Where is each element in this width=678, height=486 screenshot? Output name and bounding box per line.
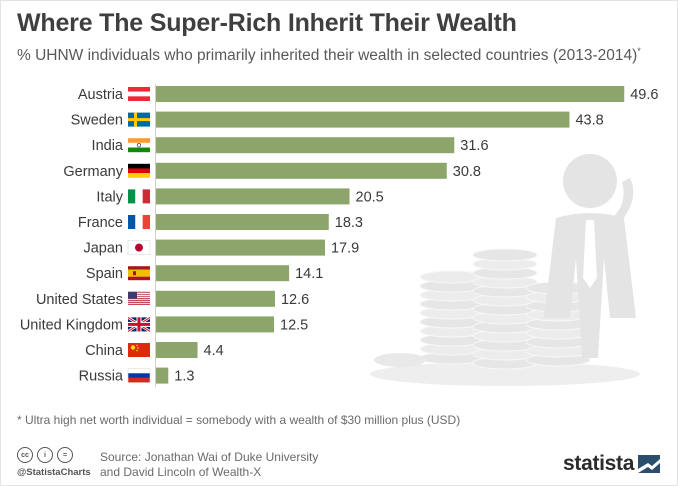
category-label: China: [85, 343, 124, 359]
russia-flag-icon: [127, 368, 151, 383]
china-flag-icon: [128, 343, 150, 357]
value-label: 18.3: [335, 215, 363, 231]
spain-flag-icon: [128, 266, 150, 281]
license-icons: cc i =: [17, 447, 73, 463]
category-label: Italy: [96, 189, 123, 205]
businessman-arm: [612, 178, 634, 223]
statista-logo-icon: [638, 455, 661, 473]
germany-flag-icon: [128, 163, 150, 178]
coin: [472, 248, 538, 262]
bar: [156, 162, 447, 179]
value-label: 30.8: [453, 164, 481, 180]
bar: [156, 342, 198, 358]
bar: [156, 137, 455, 154]
value-label: 31.6: [460, 138, 488, 154]
bar-chart: Austria 49.6 Sweden 43.8 India 31.6 Germany 30.…: [20, 84, 658, 388]
austria-flag-icon: [128, 87, 150, 101]
category-label: India: [92, 138, 124, 154]
value-label: 49.6: [630, 87, 658, 103]
bar: [156, 86, 625, 102]
bar: [156, 214, 329, 230]
value-label: 12.5: [280, 317, 308, 333]
france-flag-icon: [128, 215, 150, 229]
statista-logo[interactable]: statista: [563, 452, 661, 476]
category-label: Austria: [78, 87, 124, 103]
japan-flag-icon: [127, 240, 151, 255]
coin: [374, 353, 426, 367]
statista-charts-handle: @StatistaCharts: [17, 467, 91, 478]
value-label: 12.6: [281, 292, 309, 308]
chart-subtitle: % UHNW individuals who primarily inherit…: [17, 46, 641, 65]
value-label: 20.5: [356, 189, 384, 205]
category-label: Russia: [79, 369, 124, 385]
value-label: 43.8: [575, 113, 603, 129]
united-states-flag-icon: [128, 291, 150, 305]
bar: [156, 111, 570, 128]
footnote: * Ultra high net worth individual = some…: [17, 413, 461, 427]
businessman-head: [563, 154, 617, 208]
source-line-1: Source: Jonathan Wai of Duke University: [100, 450, 319, 464]
category-label: United States: [36, 292, 123, 308]
illustration-shadow: [370, 362, 640, 386]
category-label: Spain: [86, 266, 123, 282]
value-label: 14.1: [295, 266, 323, 282]
category-label: Japan: [83, 241, 123, 257]
creative-commons-icon: cc: [17, 447, 33, 463]
value-label: 17.9: [331, 241, 359, 257]
no-derivatives-icon: =: [57, 447, 73, 463]
sweden-flag-icon: [128, 112, 150, 127]
category-label: United Kingdom: [20, 317, 123, 333]
india-flag-icon: [128, 138, 150, 153]
subtitle-footnote-mark: *: [637, 46, 641, 56]
category-label: France: [78, 215, 123, 231]
subtitle-text: % UHNW individuals who primarily inherit…: [17, 47, 638, 65]
businessman-coins-illustration: [370, 154, 640, 386]
value-label: 1.3: [174, 369, 194, 385]
bar: [156, 290, 275, 307]
united-kingdom-flag-icon: [127, 316, 151, 333]
statista-logo-text: statista: [563, 452, 635, 475]
bar: [156, 188, 350, 205]
bar: [156, 316, 274, 333]
italy-flag-icon: [128, 189, 150, 204]
bars-group: Austria 49.6 Sweden 43.8 India 31.6 Germany 30.…: [20, 84, 658, 388]
value-label: 4.4: [204, 343, 224, 359]
chart-title: Where The Super-Rich Inherit Their Wealt…: [17, 9, 517, 37]
category-label: Germany: [63, 164, 123, 180]
businessman-tie: [583, 220, 597, 288]
source-line-2: and David Lincoln of Wealth-X: [100, 465, 262, 479]
category-label: Sweden: [71, 113, 123, 129]
bar: [156, 367, 169, 384]
source-note: Source: Jonathan Wai of Duke University …: [100, 450, 318, 480]
bar: [156, 265, 290, 282]
bar: [156, 239, 325, 256]
attribution-icon: i: [37, 447, 53, 463]
